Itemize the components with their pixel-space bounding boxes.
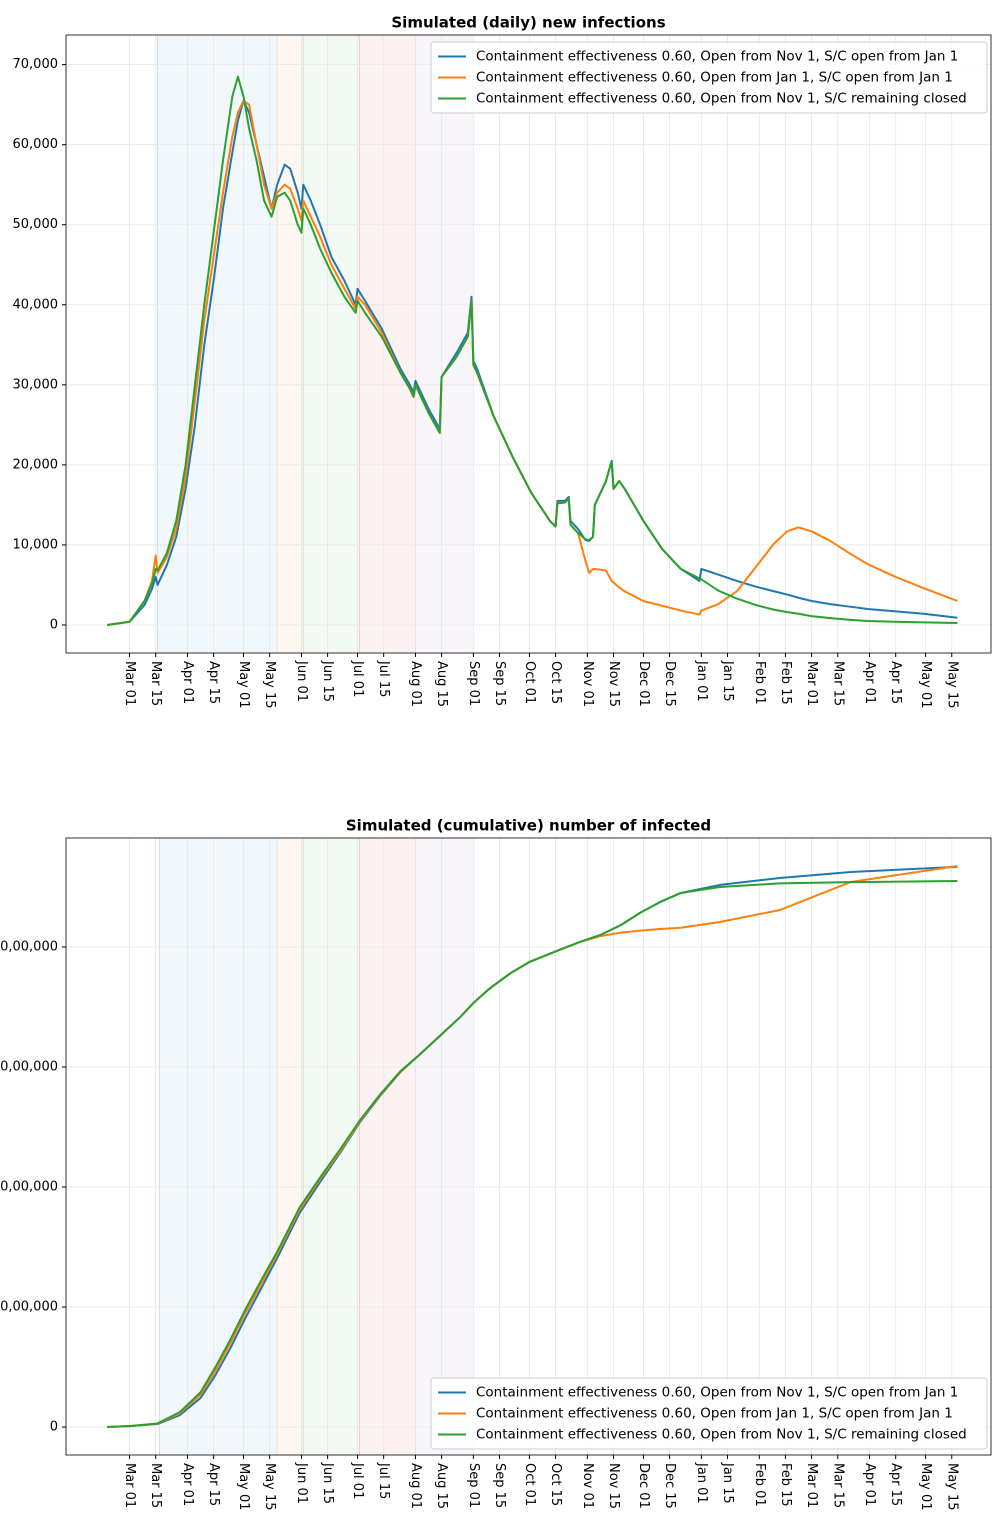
x-tick-label: Apr 01 — [180, 1463, 195, 1506]
series-line — [107, 879, 958, 1429]
legend-box — [430, 1377, 988, 1450]
x-tick-label: Apr 15 — [888, 661, 903, 704]
x-tick-label: Apr 01 — [862, 661, 877, 704]
x-tick-label: Feb 15 — [778, 661, 793, 705]
x-tick-label: Jun 01 — [294, 1462, 309, 1504]
legend-box — [430, 41, 988, 114]
y-tick-label: 0 — [50, 617, 58, 632]
x-tick-label: May 01 — [918, 1463, 933, 1511]
x-tick-label: Jul 01 — [350, 1462, 365, 1499]
x-tick-label: Apr 01 — [862, 1463, 877, 1506]
x-tick-label: May 01 — [236, 1463, 251, 1511]
x-tick-label: May 15 — [262, 661, 277, 709]
x-tick-label: Mar 15 — [148, 661, 163, 706]
x-tick-label: Sep 01 — [466, 661, 481, 706]
x-tick-label: Mar 01 — [804, 1463, 819, 1508]
x-tick-label: Apr 01 — [180, 661, 195, 704]
x-tick-label: Nov 01 — [580, 1463, 595, 1509]
legend-label: Containment effectiveness 0.60, Open fro… — [476, 91, 967, 107]
y-tick-label: 20,00,000 — [0, 1180, 58, 1195]
chart-title: Simulated (daily) new infections — [391, 14, 665, 32]
legend-label: Containment effectiveness 0.60, Open fro… — [476, 49, 958, 65]
x-tick-label: May 01 — [918, 661, 933, 709]
x-tick-label: Jun 15 — [320, 660, 335, 702]
x-tick-label: Dec 01 — [636, 1463, 651, 1509]
x-tick-label: Dec 01 — [636, 661, 651, 707]
y-tick-label: 40,000 — [13, 297, 59, 312]
x-tick-label: Nov 01 — [580, 661, 595, 707]
x-tick-label: Sep 15 — [492, 661, 507, 706]
y-tick-label: 50,000 — [13, 217, 59, 232]
plot-frame — [65, 837, 992, 1456]
legend-label: Containment effectiveness 0.60, Open fro… — [476, 1406, 953, 1422]
x-tick-label: May 15 — [944, 1463, 959, 1511]
y-tick-label: 0 — [50, 1420, 58, 1435]
y-tick-label: 70,000 — [13, 57, 59, 72]
x-tick-label: Dec 15 — [662, 1463, 677, 1509]
period-span — [157, 35, 278, 653]
x-tick-label: Oct 15 — [548, 1463, 563, 1506]
legend-label: Containment effectiveness 0.60, Open fro… — [476, 1385, 958, 1401]
x-tick-label: Mar 15 — [830, 661, 845, 706]
x-tick-label: Jul 15 — [376, 1462, 391, 1499]
y-tick-label: 10,00,000 — [0, 1300, 58, 1315]
x-tick-label: May 01 — [236, 661, 251, 709]
x-tick-label: Feb 01 — [752, 1463, 767, 1507]
x-tick-label: Mar 15 — [148, 1463, 163, 1508]
x-tick-label: Apr 15 — [206, 1463, 221, 1506]
x-tick-label: Feb 01 — [752, 661, 767, 705]
x-tick-label: Mar 15 — [830, 1463, 845, 1508]
period-span — [359, 838, 416, 1455]
x-tick-label: Dec 15 — [662, 661, 677, 707]
x-tick-label: Aug 01 — [408, 1463, 423, 1509]
x-tick-label: Jan 15 — [720, 1462, 735, 1504]
y-tick-label: 30,00,000 — [0, 1059, 58, 1074]
plot-frame — [65, 34, 992, 654]
y-tick-label: 60,000 — [13, 137, 59, 152]
x-tick-label: Mar 01 — [122, 661, 137, 706]
x-tick-label: Apr 15 — [888, 1463, 903, 1506]
x-tick-label: Nov 15 — [606, 1463, 621, 1509]
x-tick-label: Jun 15 — [320, 1462, 335, 1504]
y-tick-label: 20,000 — [13, 457, 59, 472]
y-tick-label: 40,00,000 — [0, 939, 58, 954]
chart-title: Simulated (cumulative) number of infecte… — [346, 817, 711, 835]
x-tick-label: Jun 01 — [294, 660, 309, 702]
x-tick-label: Apr 15 — [206, 661, 221, 704]
period-span — [415, 838, 474, 1455]
x-tick-label: Mar 01 — [804, 661, 819, 706]
y-tick-label: 10,000 — [13, 537, 59, 552]
x-tick-label: Sep 01 — [466, 1463, 481, 1508]
x-tick-label: Jul 01 — [350, 660, 365, 697]
series-line — [106, 99, 958, 626]
x-tick-label: May 15 — [262, 1463, 277, 1511]
x-tick-label: Sep 15 — [492, 1463, 507, 1508]
period-span — [303, 35, 360, 653]
x-tick-label: Oct 01 — [522, 1463, 537, 1506]
x-tick-label: Jul 15 — [376, 660, 391, 697]
x-tick-label: Jan 01 — [694, 1462, 709, 1504]
legend-label: Containment effectiveness 0.60, Open fro… — [476, 70, 953, 86]
x-tick-label: Jan 15 — [720, 660, 735, 702]
x-tick-label: Aug 15 — [434, 661, 449, 707]
x-tick-label: Nov 15 — [606, 661, 621, 707]
x-tick-label: Jan 01 — [694, 660, 709, 702]
period-span — [159, 838, 278, 1455]
legend-label: Containment effectiveness 0.60, Open fro… — [476, 1427, 967, 1443]
x-tick-label: Oct 15 — [548, 661, 563, 704]
x-tick-label: Oct 01 — [522, 661, 537, 704]
y-tick-label: 30,000 — [13, 377, 59, 392]
x-tick-label: May 15 — [944, 661, 959, 709]
x-tick-label: Mar 01 — [122, 1463, 137, 1508]
period-span — [277, 838, 304, 1455]
period-span — [303, 838, 360, 1455]
x-tick-label: Feb 15 — [778, 1463, 793, 1507]
x-tick-label: Aug 15 — [434, 1463, 449, 1509]
x-tick-label: Aug 01 — [408, 661, 423, 707]
series-line — [106, 75, 958, 626]
period-span — [277, 35, 304, 653]
